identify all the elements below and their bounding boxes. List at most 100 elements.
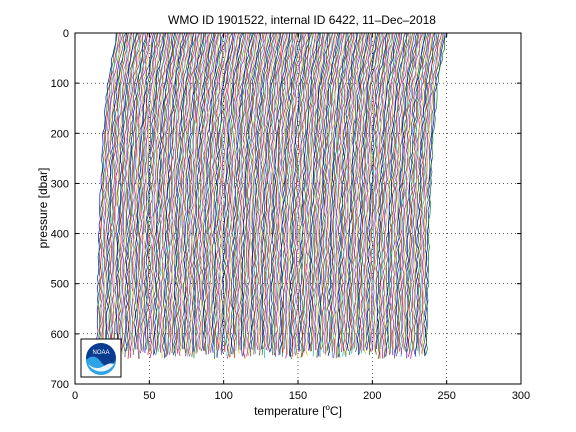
profile-line	[226, 32, 249, 359]
profile-line	[120, 32, 142, 358]
profile-line	[207, 32, 229, 355]
y-tick-label: 100	[51, 78, 69, 90]
profile-line	[247, 32, 269, 357]
profile-line	[278, 32, 300, 356]
profile-line	[321, 32, 342, 350]
profile-line	[348, 32, 370, 356]
x-tick-label: 150	[289, 390, 307, 402]
profile-line	[406, 32, 429, 352]
profile-line	[326, 32, 347, 351]
profile-line	[198, 32, 220, 350]
profile-line	[289, 33, 310, 357]
profile-line	[279, 32, 302, 355]
profile-line	[288, 32, 309, 357]
profile-line	[104, 32, 127, 355]
profile-line	[252, 32, 274, 350]
profile-line	[185, 32, 207, 357]
profile-line	[176, 32, 197, 354]
profile-line	[312, 32, 334, 357]
profile-line	[162, 32, 184, 352]
profile-line	[136, 32, 158, 350]
profile-line	[337, 32, 359, 358]
x-axis-label-text: temperature [	[254, 404, 326, 418]
profile-line	[407, 32, 430, 357]
profile-line	[342, 32, 363, 357]
x-tick-label: 300	[512, 390, 530, 402]
profile-line	[309, 32, 331, 352]
profile-line	[293, 32, 315, 355]
profile-line	[204, 32, 226, 356]
profile-line	[417, 32, 440, 354]
profile-line	[420, 32, 443, 354]
profile-line	[223, 32, 245, 351]
profile-line	[260, 32, 282, 350]
profile-line	[228, 32, 250, 359]
profile-line	[331, 32, 353, 353]
profile-line	[283, 32, 305, 350]
profile-line	[301, 32, 324, 357]
profile-line	[324, 32, 345, 354]
profile-line	[379, 32, 401, 359]
profile-line	[155, 32, 177, 356]
profile-line	[314, 32, 336, 351]
y-tick-label: 0	[63, 28, 69, 40]
profile-line	[391, 32, 414, 356]
profile-lines	[95, 32, 448, 359]
x-tick-label: 250	[437, 390, 455, 402]
y-tick-label: 600	[51, 329, 69, 341]
profile-line	[382, 32, 403, 359]
profile-line	[135, 32, 156, 350]
profile-line	[294, 32, 316, 356]
profile-line	[239, 32, 261, 351]
profile-line	[188, 32, 210, 357]
profile-line	[181, 32, 202, 350]
profile-line	[152, 32, 174, 356]
profile-line	[377, 32, 400, 359]
profile-line	[250, 32, 272, 350]
profile-line	[423, 32, 444, 357]
profile-line	[421, 32, 444, 355]
profile-line	[148, 32, 170, 352]
profile-line	[202, 32, 225, 351]
profile-line	[130, 32, 153, 358]
profile-line	[298, 32, 320, 352]
profile-line	[142, 32, 165, 352]
profile-line	[264, 32, 286, 359]
profile-line	[166, 32, 188, 357]
profile-line	[108, 32, 129, 358]
profile-line	[186, 32, 208, 357]
profile-line	[308, 32, 329, 351]
profile-line	[410, 32, 432, 359]
x-axis-ticks: 0 50 100 150 200 250 300	[72, 33, 530, 402]
profile-line	[397, 32, 419, 354]
profile-line	[268, 32, 291, 353]
profile-line	[147, 32, 168, 355]
profile-line	[370, 32, 392, 352]
profile-line	[273, 32, 296, 357]
profile-line	[263, 32, 284, 350]
profile-line	[258, 32, 279, 351]
profile-line	[179, 32, 202, 352]
profile-line	[137, 32, 159, 359]
noaa-logo: NOAA	[80, 338, 122, 378]
profile-line	[124, 32, 146, 352]
noaa-logo-text: NOAA	[92, 350, 109, 356]
chart-title: WMO ID 1901522, internal ID 6422, 11–Dec…	[168, 13, 436, 27]
profile-line	[327, 32, 349, 357]
profile-line	[203, 32, 225, 351]
y-tick-label: 700	[51, 379, 69, 391]
profile-line	[153, 32, 176, 355]
profile-line	[156, 32, 178, 351]
profile-line	[359, 32, 381, 352]
profile-line	[131, 32, 154, 351]
profile-line	[401, 32, 423, 355]
profile-line	[165, 32, 187, 358]
profile-line	[105, 32, 127, 356]
profile-line	[123, 32, 144, 358]
profile-line	[275, 32, 297, 357]
profile-line	[113, 32, 135, 355]
profile-line	[290, 32, 312, 359]
profile-line	[300, 32, 321, 358]
profile-line	[178, 32, 201, 356]
